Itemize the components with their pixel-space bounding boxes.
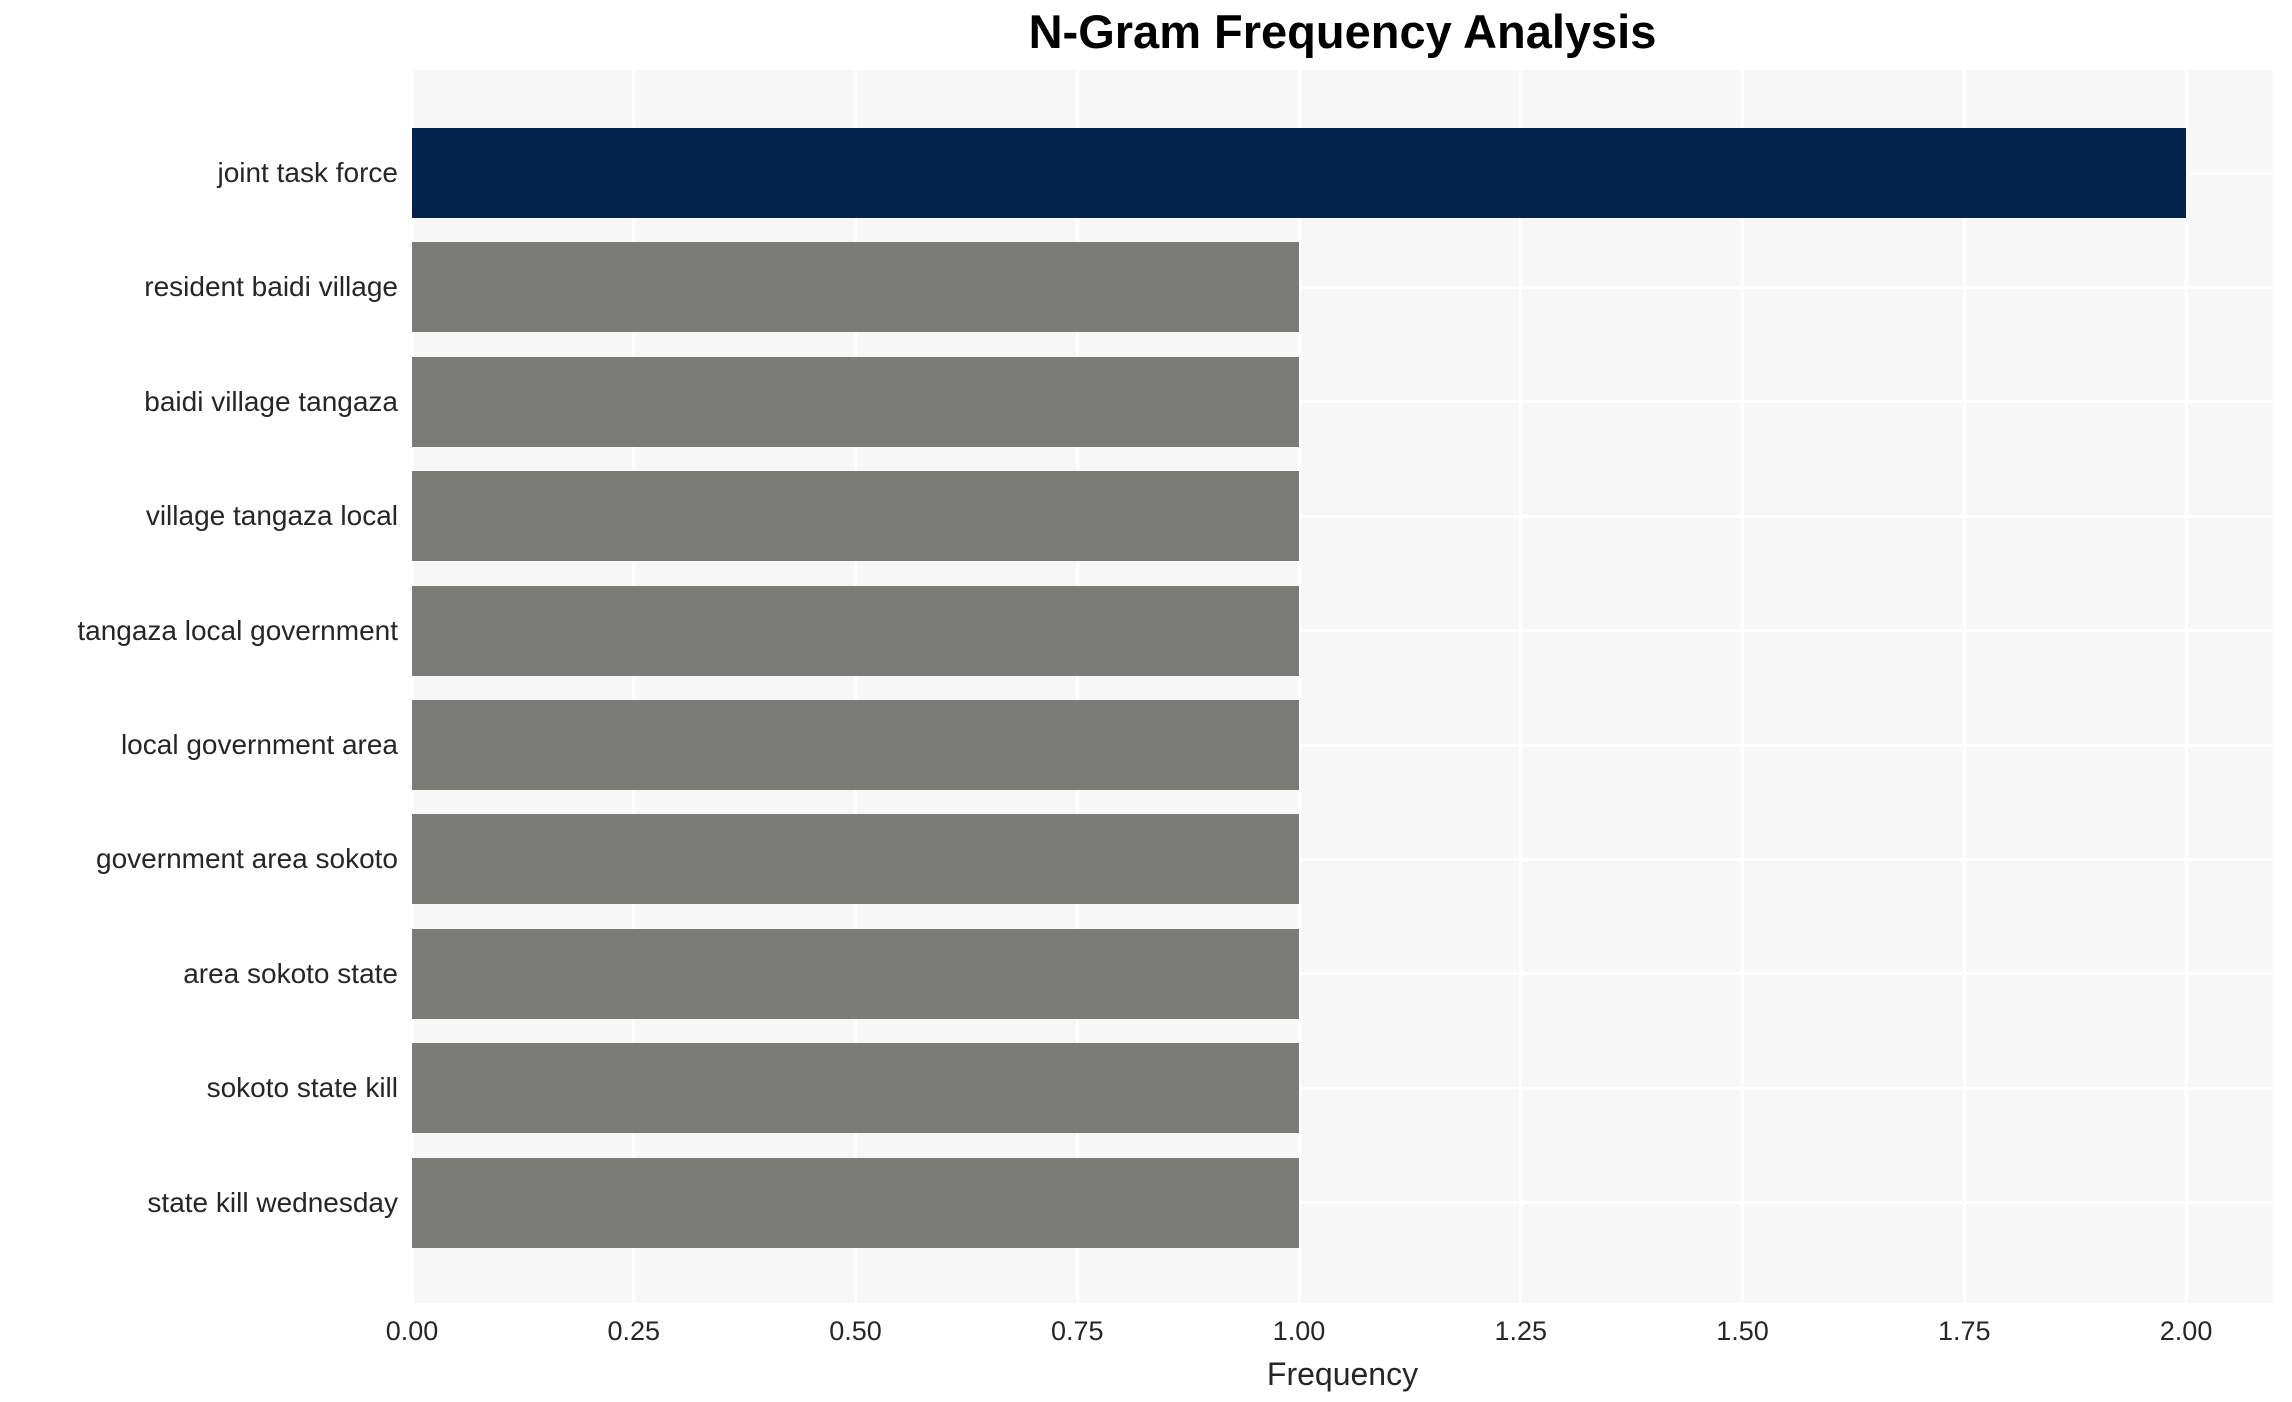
gridline-horizontal	[412, 400, 2273, 404]
gridline-vertical	[1962, 70, 1966, 1303]
y-axis-label: village tangaza local	[145, 500, 398, 532]
y-axis-label: joint task force	[217, 157, 398, 188]
bar-sokoto-state-kill	[412, 1043, 1300, 1134]
bar-area-sokoto-state	[412, 928, 1300, 1019]
gridline-vertical	[632, 70, 636, 1303]
x-tick-label: 1.00	[1272, 1316, 1326, 1346]
gridline-vertical	[1075, 70, 1079, 1303]
y-axis-label: tangaza local government	[77, 614, 398, 646]
x-tick-label: 0.50	[829, 1316, 882, 1346]
gridline-horizontal	[412, 514, 2273, 518]
y-axis-label: government area sokoto	[96, 843, 398, 875]
y-axis-label: area sokoto state	[183, 957, 398, 989]
x-tick-label: 0.75	[1050, 1316, 1104, 1346]
x-axis-title: Frequency	[1266, 1356, 1419, 1392]
gridline-horizontal	[412, 972, 2273, 976]
y-axis-label: local government area	[120, 729, 398, 760]
bar-government-area-sokoto	[412, 814, 1300, 905]
plot-area	[410, 70, 2273, 1303]
gridline-vertical	[2184, 70, 2188, 1303]
gridline-horizontal	[412, 1201, 2273, 1205]
gridline-vertical	[1297, 70, 1301, 1303]
bar-tangaza-local-government	[412, 585, 1300, 676]
bar-village-tangaza-local	[412, 471, 1300, 562]
chart-title: N-Gram Frequency Analysis	[1028, 5, 1657, 58]
x-tick-label: 1.50	[1716, 1316, 1769, 1346]
x-tick-label: 1.25	[1494, 1316, 1548, 1346]
gridline-vertical	[1741, 70, 1745, 1303]
bar-baidi-village-tangaza	[412, 356, 1300, 447]
gridline-vertical	[410, 70, 414, 1303]
bar-local-government-area	[412, 700, 1300, 790]
gridline-horizontal	[412, 743, 2273, 747]
x-tick-label: 2.00	[2159, 1316, 2213, 1346]
bar-joint-task-force	[412, 128, 2187, 218]
gridline-vertical	[854, 70, 858, 1303]
gridline-horizontal	[412, 1086, 2273, 1090]
x-tick-label: 1.75	[1938, 1316, 1991, 1346]
gridline-vertical	[1519, 70, 1523, 1303]
gridline-horizontal	[412, 629, 2273, 633]
gridline-horizontal	[412, 857, 2273, 861]
gridline-horizontal	[412, 285, 2273, 289]
x-tick-label: 0.00	[385, 1316, 439, 1346]
bar-state-kill-wednesday	[412, 1157, 1300, 1248]
y-axis-label: state kill wednesday	[147, 1186, 398, 1218]
y-axis-label: baidi village tangaza	[144, 385, 398, 417]
bar-resident-baidi-village	[412, 242, 1300, 333]
x-tick-label: 0.25	[607, 1316, 661, 1346]
y-axis-label: sokoto state kill	[206, 1072, 398, 1104]
y-axis-label: resident baidi village	[144, 271, 398, 303]
